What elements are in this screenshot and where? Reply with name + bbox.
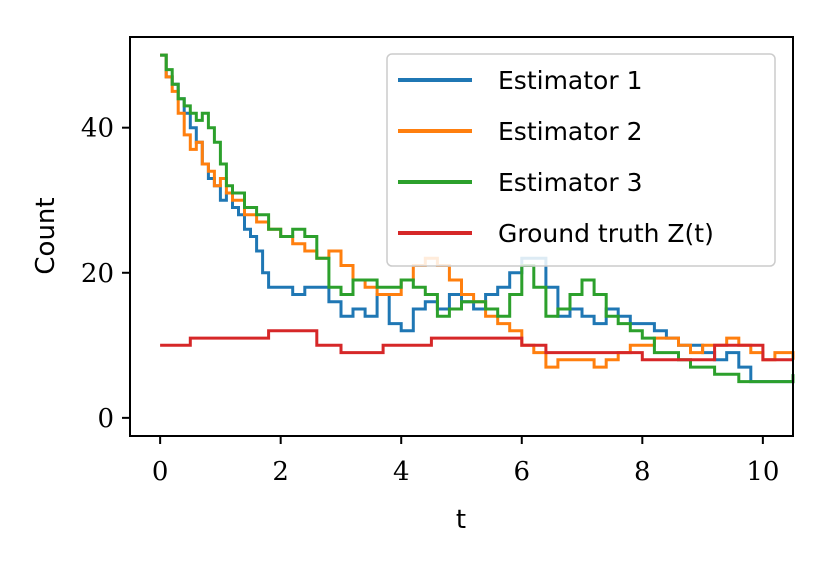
legend-label-4: Ground truth Z(t) <box>498 219 714 248</box>
y-tick-label: 40 <box>81 114 114 144</box>
legend: Estimator 1 Estimator 2 Estimator 3 Ground … <box>386 53 776 267</box>
y-axis-ticks: 0 20 40 <box>81 114 130 434</box>
x-tick-label: 8 <box>634 457 651 487</box>
x-tick-label: 6 <box>513 457 530 487</box>
y-axis-label: Count <box>31 197 61 274</box>
y-tick-label: 20 <box>81 259 114 289</box>
legend-label-3: Estimator 3 <box>498 168 642 197</box>
x-tick-label: 4 <box>393 457 410 487</box>
legend-label-1: Estimator 1 <box>498 66 642 95</box>
x-tick-label: 2 <box>272 457 289 487</box>
series-line-3 <box>160 53 795 384</box>
legend-box <box>386 53 776 267</box>
series-line-4 <box>160 329 793 362</box>
series-line-1 <box>160 53 795 384</box>
legend-label-2: Estimator 2 <box>498 117 642 146</box>
x-axis-ticks: 0 2 4 6 8 10 <box>152 436 779 487</box>
x-axis-label: t <box>456 505 466 535</box>
x-tick-label: 10 <box>746 457 779 487</box>
x-tick-label: 0 <box>152 457 169 487</box>
plot-frame <box>129 36 794 437</box>
series-lines <box>160 53 795 384</box>
y-tick-label: 0 <box>97 404 114 434</box>
